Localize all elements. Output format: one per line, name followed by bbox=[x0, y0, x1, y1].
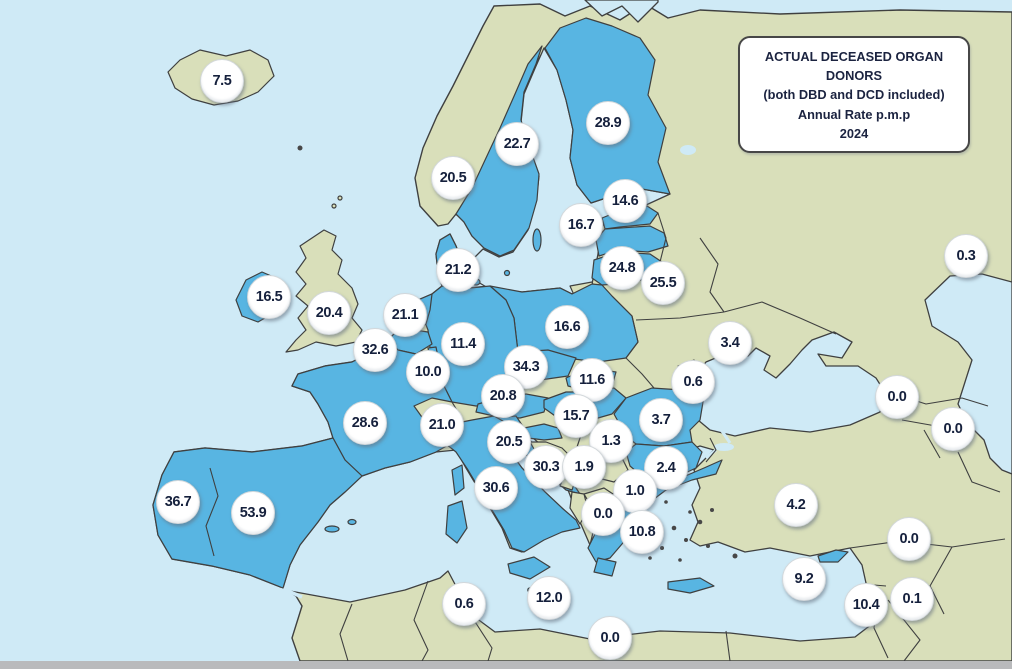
bosporus-strait bbox=[720, 430, 732, 444]
shetland-islands bbox=[331, 203, 337, 209]
donor-rate-badge-jordan: 0.1 bbox=[890, 577, 934, 621]
donor-rate-badge-bosnia-herzegovina: 1.9 bbox=[562, 445, 606, 489]
donor-rate-badge-slovenia: 20.5 bbox=[487, 420, 531, 464]
map-title-box: ACTUAL DECEASED ORGAN DONORS (both DBD a… bbox=[738, 36, 970, 153]
map-title-line1: ACTUAL DECEASED ORGAN DONORS bbox=[764, 49, 944, 84]
donor-rate-badge-georgia: 0.0 bbox=[875, 375, 919, 419]
donor-rate-badge-malta: 12.0 bbox=[527, 576, 571, 620]
donor-rate-badge-portugal: 36.7 bbox=[156, 480, 200, 524]
donor-rate-badge-armenia: 0.0 bbox=[931, 407, 975, 451]
donor-rate-badge-finland: 28.9 bbox=[586, 101, 630, 145]
donor-rate-badge-estonia: 14.6 bbox=[603, 179, 647, 223]
sardinia-island bbox=[445, 500, 468, 544]
white-sea-inlet bbox=[584, 0, 659, 23]
donor-rate-badge-spain: 53.9 bbox=[231, 491, 275, 535]
donor-rate-badge-serbia: 1.3 bbox=[589, 419, 633, 463]
donor-rate-badge-syria: 0.0 bbox=[887, 517, 931, 561]
bornholm-island bbox=[503, 269, 511, 277]
donor-rate-badge-turkey: 4.2 bbox=[774, 483, 818, 527]
algeria-tunisia-border bbox=[413, 580, 429, 662]
map-frame-edge bbox=[0, 661, 1012, 669]
seas bbox=[280, 0, 1012, 642]
donor-rate-badge-luxembourg: 10.0 bbox=[406, 350, 450, 394]
donor-rate-badge-romania: 3.7 bbox=[639, 398, 683, 442]
sea-of-marmara bbox=[714, 443, 734, 451]
libya-egypt-border bbox=[725, 630, 731, 662]
donor-rate-badge-switzerland: 21.0 bbox=[420, 403, 464, 447]
donor-rate-badge-moldova: 0.6 bbox=[671, 360, 715, 404]
donor-rate-badge-belarus: 25.5 bbox=[641, 261, 685, 305]
donor-rate-badge-united-kingdom: 20.4 bbox=[307, 291, 351, 335]
turkey-thrace-border bbox=[705, 437, 717, 463]
donor-rate-badge-norway: 20.5 bbox=[431, 156, 475, 200]
donor-rate-badge-greece: 10.8 bbox=[620, 510, 664, 554]
caspian-sea bbox=[924, 273, 1012, 475]
donor-rate-badge-cyprus: 9.2 bbox=[782, 557, 826, 601]
portugal-spain-border bbox=[205, 467, 219, 557]
donor-rate-badge-france: 28.6 bbox=[343, 401, 387, 445]
armenia-azerbaijan-border bbox=[923, 429, 941, 459]
map-title-line4: 2024 bbox=[839, 125, 869, 141]
donor-rate-badge-russia: 0.3 bbox=[944, 234, 988, 278]
tunisia-libya-border bbox=[469, 613, 493, 662]
cyprus-island bbox=[817, 549, 849, 563]
lake-ladoga bbox=[680, 145, 696, 155]
map-title-line2: (both DBD and DCD included) bbox=[763, 87, 945, 103]
donor-rate-badge-lithuania: 24.8 bbox=[600, 246, 644, 290]
donor-rate-badge-tunisia: 0.6 bbox=[442, 582, 486, 626]
donor-rate-badge-latvia: 16.7 bbox=[559, 203, 603, 247]
donor-rate-badge-ireland: 16.5 bbox=[247, 275, 291, 319]
ukraine-russia-border bbox=[723, 301, 837, 335]
gotland-island bbox=[532, 228, 542, 252]
balearic-islands bbox=[347, 518, 357, 526]
strait-of-gibraltar bbox=[280, 586, 303, 599]
donor-rate-badge-albania: 0.0 bbox=[581, 492, 625, 536]
donor-rate-badge-belgium: 32.6 bbox=[353, 328, 397, 372]
donor-rate-badge-libya: 0.0 bbox=[588, 616, 632, 660]
balearic-islands bbox=[324, 525, 340, 533]
donor-rate-badge-israel: 10.4 bbox=[844, 583, 888, 627]
belarus-ukraine-border bbox=[635, 311, 725, 321]
donor-rate-badge-croatia: 30.3 bbox=[524, 445, 568, 489]
shetland-islands bbox=[337, 195, 343, 201]
donor-rate-badge-italy: 30.6 bbox=[474, 466, 518, 510]
donor-rate-badge-sweden: 22.7 bbox=[495, 122, 539, 166]
donor-rate-badge-germany: 11.4 bbox=[441, 322, 485, 366]
crete-island bbox=[667, 577, 715, 594]
donor-rate-badge-poland: 16.6 bbox=[545, 305, 589, 349]
donor-rate-badge-iceland: 7.5 bbox=[200, 59, 244, 103]
ukraine-west-border bbox=[611, 295, 655, 389]
sicily-island bbox=[507, 556, 551, 580]
donor-rate-badge-austria: 20.8 bbox=[481, 374, 525, 418]
donor-rate-badge-ukraine: 3.4 bbox=[708, 321, 752, 365]
turkey-iran-border bbox=[957, 451, 1001, 493]
morocco-algeria-border bbox=[339, 603, 353, 662]
corsica-island bbox=[451, 464, 465, 496]
peloponnese bbox=[593, 557, 617, 577]
map-title-line3: Annual Rate p.m.p bbox=[797, 106, 911, 122]
donor-rate-badge-denmark: 21.2 bbox=[436, 248, 480, 292]
belarus-russia-border bbox=[699, 237, 725, 313]
faroe-islands bbox=[297, 145, 303, 151]
donor-rate-badge-hungary: 15.7 bbox=[554, 394, 598, 438]
donor-rate-badge-netherlands: 21.1 bbox=[383, 293, 427, 337]
